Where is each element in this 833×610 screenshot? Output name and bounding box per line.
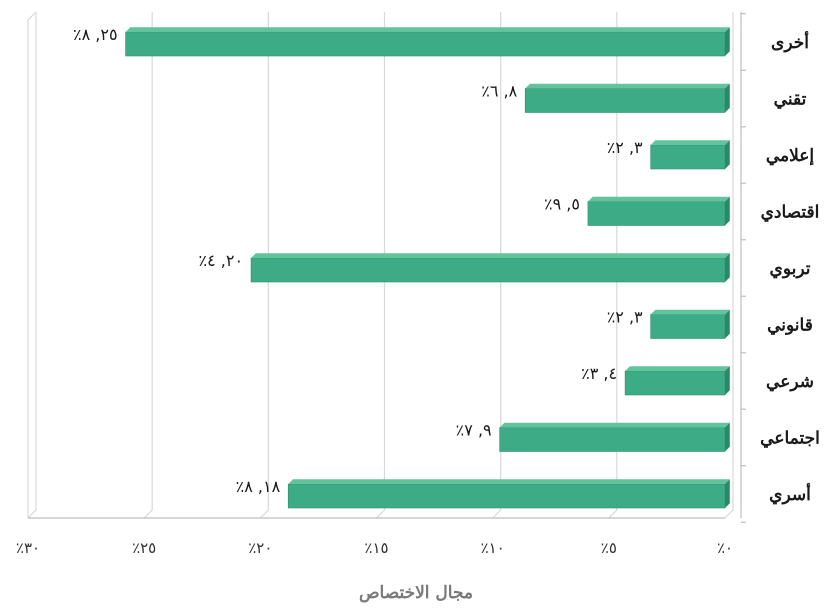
bar-top <box>251 253 730 258</box>
bar-front <box>624 370 726 396</box>
bar-side <box>725 196 730 226</box>
bar <box>587 196 730 226</box>
bar-side <box>725 366 730 395</box>
category-label: اجتماعي <box>760 429 820 449</box>
value-axis <box>28 12 746 523</box>
gridline <box>492 12 502 519</box>
bar-front <box>650 144 726 170</box>
bar-side <box>725 479 730 508</box>
tick-label: ٪٢٥ <box>132 539 156 557</box>
data-labels: ٪٢٥, ٨ ٪٨, ٦ ٪٣, ٢ ٪٥, ٩ ٪٢٠, ٤ ٪٣, ٢ ٪٤, ٣ ٪٩,… <box>73 25 643 496</box>
bar-top <box>650 309 730 315</box>
bar <box>650 309 730 339</box>
data-label: ٪٥, ٩ <box>544 195 580 214</box>
gridline <box>143 12 153 519</box>
bar-side <box>725 83 730 113</box>
data-label: ٪٤, ٣ <box>581 364 617 383</box>
tick-label: ٪٠ <box>717 539 733 557</box>
bar-top <box>625 366 730 371</box>
bar <box>125 27 730 57</box>
bar <box>250 253 730 283</box>
category-label: تقني <box>774 90 807 110</box>
bar-front <box>499 427 726 452</box>
data-label: ٪٨, ٦ <box>481 82 517 101</box>
gridline <box>27 12 37 519</box>
bar-top <box>288 479 730 484</box>
gridline <box>376 12 386 519</box>
bar-front <box>287 483 726 509</box>
bar-side <box>725 422 730 452</box>
bar <box>524 83 730 113</box>
bar-top <box>499 422 730 428</box>
bar-front <box>250 257 726 283</box>
bar-front <box>650 314 726 339</box>
tick-label: ٪٣٠ <box>16 539 40 557</box>
category-label: اقتصادي <box>761 203 820 223</box>
bar-side <box>725 253 730 282</box>
bar-top <box>125 27 730 32</box>
back-wall-edge <box>27 11 37 518</box>
tick-labels: ٪٠ ٪٥ ٪١٠ ٪١٥ ٪٢٠ ٪٢٥ ٪٣٠ <box>16 539 733 557</box>
data-label: ٪٢٠, ٤ <box>198 251 243 270</box>
bar <box>624 366 730 396</box>
tick-label: ٪٢٠ <box>248 539 272 557</box>
tick-label: ٪١٠ <box>481 539 505 557</box>
bar-side <box>725 27 730 56</box>
bar-front <box>587 201 726 226</box>
bar <box>499 422 730 452</box>
data-label: ٪٣, ٢ <box>607 138 643 157</box>
category-axis: أخرى تقني إعلامي اقتصادي تربوي قانوني شرعي اجتم… <box>760 30 820 505</box>
x-axis-title: مجال الاختصاص <box>359 583 473 603</box>
bar <box>287 479 730 509</box>
tick-label: ٪٥ <box>601 539 617 557</box>
bar <box>650 140 730 170</box>
bars <box>125 27 730 509</box>
bar-top <box>650 140 730 145</box>
category-label: قانوني <box>767 316 813 336</box>
category-label: أسري <box>769 482 811 505</box>
data-label: ٪١٨, ٨ <box>236 477 281 496</box>
gridline <box>608 12 618 519</box>
bar-front <box>125 31 726 57</box>
data-label: ٪٩, ٧ <box>456 421 492 440</box>
gridline <box>724 12 734 519</box>
gridlines <box>27 11 734 519</box>
bar-side <box>725 309 730 339</box>
bar-top <box>525 83 730 89</box>
gridline <box>259 12 269 519</box>
bar-front <box>524 88 726 113</box>
category-label: شرعي <box>766 372 814 392</box>
data-label: ٪٢٥, ٨ <box>73 25 118 44</box>
tick-label: ٪١٥ <box>364 539 388 557</box>
bar-side <box>725 140 730 169</box>
data-label: ٪٣, ٢ <box>607 308 643 327</box>
category-label: إعلامي <box>766 146 815 166</box>
category-label: تربوي <box>770 259 811 279</box>
bar-top <box>587 196 730 202</box>
category-label: أخرى <box>771 30 809 53</box>
